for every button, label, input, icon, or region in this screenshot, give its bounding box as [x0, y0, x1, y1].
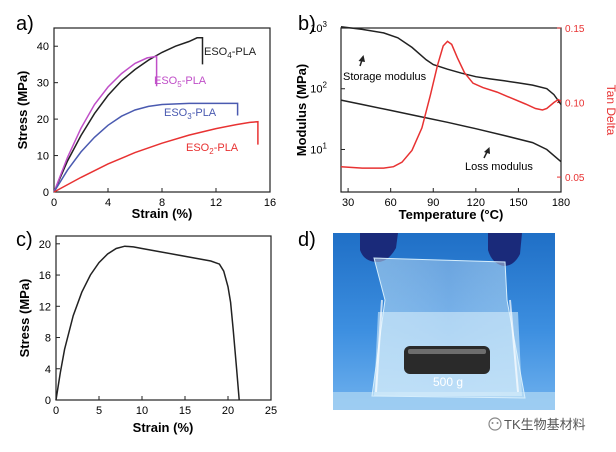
c-ytick-label: 16 [39, 270, 51, 282]
a-series-line-ESO3-PLA [53, 102, 239, 193]
wechat-icon-dot [491, 422, 494, 424]
chart-b-frame [340, 27, 562, 193]
chart-b-y2label: Tan Delta [604, 85, 616, 136]
panel-label-d: d) [298, 229, 316, 251]
loss-arrowhead [484, 147, 490, 154]
wechat-icon-dot-2 [496, 422, 499, 424]
b-xtick-label: 180 [552, 197, 570, 209]
a-ytick-label: 0 [43, 187, 49, 199]
a-xtick-label: 0 [51, 197, 57, 209]
b-xtick-label: 120 [467, 197, 485, 209]
panel-label-a: a) [16, 13, 34, 35]
a-xtick-label: 4 [105, 197, 111, 209]
annotation-storage-modulus: Storage modulus [343, 71, 427, 83]
b-xtick-label: 90 [427, 197, 439, 209]
b-y2tick-label: 0.15 [565, 24, 585, 35]
b-ytick-label: 101 [310, 141, 327, 156]
b-ytick-label: 103 [310, 20, 327, 35]
b-xtick-label: 30 [342, 197, 354, 209]
chart-a-xlabel: Strain (%) [132, 206, 193, 221]
a-ytick-label: 20 [37, 114, 49, 126]
weight-highlight [408, 349, 486, 354]
photo-panel: 500 g [333, 233, 555, 410]
glove-left [360, 233, 398, 262]
c-xtick-label: 5 [96, 405, 102, 417]
a-ytick-label: 40 [37, 41, 49, 53]
b-series-line-tan-delta [340, 40, 562, 169]
c-ytick-label: 12 [39, 301, 51, 313]
a-series-line-ESO2-PLA [53, 120, 259, 193]
bag-crease-right [509, 299, 519, 393]
panel-label-b: b) [298, 13, 316, 35]
c-xtick-label: 0 [53, 405, 59, 417]
chart-a-ylabel: Stress (MPa) [15, 71, 30, 150]
a-legend-ESO2-PLA: ESO2-PLA [186, 142, 239, 156]
b-y2tick-label: 0.10 [565, 99, 585, 110]
watermark: TK生物基材料 [488, 417, 586, 432]
load-label: 500 g [433, 375, 463, 389]
a-ytick-label: 30 [37, 78, 49, 90]
c-ytick-label: 0 [45, 395, 51, 407]
c-xtick-label: 20 [222, 405, 234, 417]
panel-label-c: c) [16, 229, 33, 251]
a-ytick-label: 10 [37, 151, 49, 163]
c-xtick-label: 25 [265, 405, 277, 417]
chart-c-xlabel: Strain (%) [133, 420, 194, 435]
a-legend-ESO5-PLA: ESO5-PLA [154, 75, 207, 89]
a-series-line-ESO4-PLA [53, 37, 204, 193]
chart-b: 30 60 90 120 150 180 101 102 103 0.05 0.10 0.15 Sto… [294, 20, 616, 222]
b-series-line-loss-modulus [340, 99, 562, 163]
chart-c-frame [55, 235, 272, 401]
b-ytick-label: 102 [310, 81, 327, 96]
b-series-line-storage-modulus [340, 25, 562, 105]
bag-crease-left [375, 299, 383, 393]
chart-c: 0 5 10 15 20 25 0 4 8 12 16 20 Strain (%) Stress (M… [17, 235, 277, 435]
a-legend-ESO4-PLA: ESO4-PLA [204, 46, 257, 60]
a-legend-ESO3-PLA: ESO3-PLA [164, 107, 217, 121]
a-series-line-ESO5-PLA [53, 55, 158, 193]
c-ytick-label: 4 [45, 364, 51, 376]
chart-b-xlabel: Temperature (°C) [399, 207, 504, 222]
b-xtick-label: 150 [509, 197, 527, 209]
chart-c-ylabel: Stress (MPa) [17, 279, 32, 358]
b-xtick-label: 60 [385, 197, 397, 209]
c-xtick-label: 15 [179, 405, 191, 417]
b-y2tick-label: 0.05 [565, 173, 585, 184]
chart-b-ylabel: Modulus (MPa) [294, 64, 309, 156]
annotation-loss-modulus: Loss modulus [465, 161, 533, 173]
glove-right [488, 233, 522, 266]
c-series-line [55, 245, 240, 401]
a-xtick-label: 16 [264, 197, 276, 209]
storage-arrowhead [358, 55, 365, 62]
c-ytick-label: 8 [45, 333, 51, 345]
watermark-text: TK生物基材料 [504, 417, 586, 432]
wechat-icon [488, 417, 502, 431]
a-xtick-label: 12 [210, 197, 222, 209]
c-ytick-label: 20 [39, 239, 51, 251]
c-xtick-label: 10 [136, 405, 148, 417]
a-xtick-label: 8 [159, 197, 165, 209]
chart-a: 0 4 8 12 16 0 10 20 30 40 ESO4-PLA ESO5-PLA ESO3-PL… [15, 27, 276, 221]
